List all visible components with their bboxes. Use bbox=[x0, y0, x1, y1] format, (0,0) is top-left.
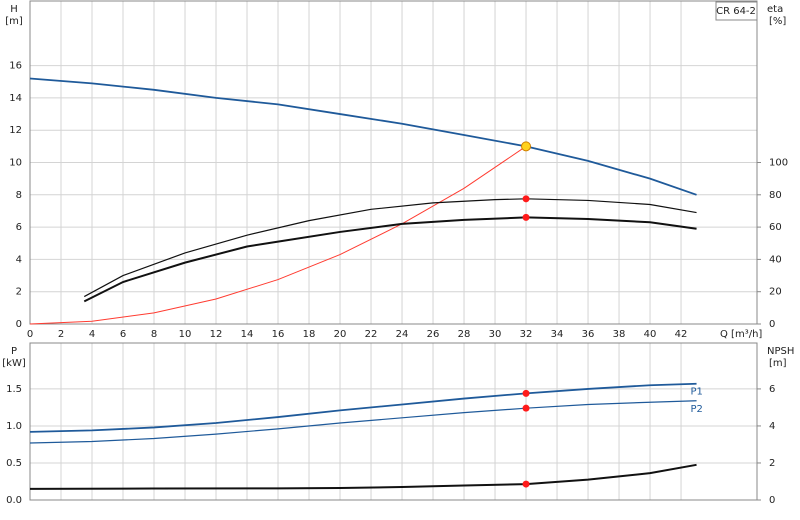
curve bbox=[29, 382, 697, 433]
y-tick-label: 12 bbox=[9, 125, 22, 136]
y2-tick-label: 20 bbox=[769, 287, 782, 298]
y-tick-label: 16 bbox=[9, 61, 22, 72]
operating-point bbox=[522, 389, 530, 397]
x-tick-label: 30 bbox=[489, 329, 502, 340]
curve bbox=[29, 145, 527, 325]
y2-tick-label: 0 bbox=[769, 319, 775, 330]
x-tick-label: 42 bbox=[675, 329, 688, 340]
operating-point bbox=[521, 141, 532, 152]
plot-frame bbox=[29, 342, 758, 501]
x-tick-label: 4 bbox=[89, 329, 95, 340]
x-tick-label: 38 bbox=[613, 329, 626, 340]
operating-point bbox=[522, 213, 530, 221]
curve bbox=[83, 198, 697, 298]
x-axis-label: Q [m³/h] bbox=[720, 329, 762, 340]
x-tick-label: 22 bbox=[365, 329, 378, 340]
y-tick-label: 1.0 bbox=[6, 421, 22, 432]
y2-axis-unit: [%] bbox=[769, 16, 786, 27]
y2-tick-label: 4 bbox=[769, 421, 775, 432]
chart-title: CR 64-2 bbox=[716, 6, 756, 17]
x-tick-label: 26 bbox=[427, 329, 440, 340]
x-tick-label: 14 bbox=[241, 329, 254, 340]
y2-tick-label: 80 bbox=[769, 190, 782, 201]
y-tick-label: 0.0 bbox=[6, 495, 22, 506]
x-tick-label: 40 bbox=[644, 329, 657, 340]
x-tick-label: 12 bbox=[210, 329, 223, 340]
y2-tick-label: 2 bbox=[769, 458, 775, 469]
curve bbox=[83, 216, 697, 303]
y-tick-label: 10 bbox=[9, 158, 22, 169]
y2-tick-label: 6 bbox=[769, 384, 775, 395]
x-tick-label: 20 bbox=[334, 329, 347, 340]
x-tick-label: 2 bbox=[58, 329, 64, 340]
x-tick-label: 8 bbox=[151, 329, 157, 340]
series-label: P2 bbox=[691, 404, 703, 415]
y2-tick-label: 40 bbox=[769, 254, 782, 265]
x-tick-label: 0 bbox=[27, 329, 33, 340]
x-tick-label: 28 bbox=[458, 329, 471, 340]
curve bbox=[29, 463, 697, 490]
y-axis-unit: [m] bbox=[5, 16, 23, 27]
x-tick-label: 16 bbox=[272, 329, 285, 340]
y-tick-label: 2 bbox=[16, 287, 22, 298]
y2-axis-unit: [m] bbox=[769, 358, 787, 369]
y-axis-label: P bbox=[11, 346, 17, 357]
y2-tick-label: 60 bbox=[769, 222, 782, 233]
x-tick-label: 10 bbox=[179, 329, 192, 340]
x-tick-label: 6 bbox=[120, 329, 126, 340]
operating-point bbox=[522, 195, 530, 203]
y-tick-label: 0.5 bbox=[6, 458, 22, 469]
x-tick-label: 34 bbox=[551, 329, 564, 340]
y2-axis-label: eta bbox=[767, 4, 783, 15]
title-box bbox=[715, 1, 758, 21]
x-tick-label: 36 bbox=[582, 329, 595, 340]
curve bbox=[29, 77, 697, 196]
y-tick-label: 0 bbox=[16, 319, 22, 330]
y-tick-label: 14 bbox=[9, 93, 22, 104]
curve bbox=[29, 400, 697, 444]
x-tick-label: 18 bbox=[303, 329, 316, 340]
plot-frame bbox=[29, 0, 758, 325]
y-tick-label: 6 bbox=[16, 222, 22, 233]
x-tick-label: 24 bbox=[396, 329, 409, 340]
operating-point bbox=[522, 404, 530, 412]
y-tick-label: 4 bbox=[16, 254, 22, 265]
x-tick-label: 32 bbox=[520, 329, 533, 340]
y-axis-label: H bbox=[10, 4, 18, 15]
y2-tick-label: 0 bbox=[769, 495, 775, 506]
operating-point bbox=[522, 480, 530, 488]
y2-axis-label: NPSH bbox=[767, 346, 794, 357]
series-label: P1 bbox=[691, 387, 703, 398]
y-axis-unit: [kW] bbox=[2, 358, 26, 369]
y2-tick-label: 100 bbox=[769, 158, 788, 169]
y-tick-label: 8 bbox=[16, 190, 22, 201]
y-tick-label: 1.5 bbox=[6, 384, 22, 395]
